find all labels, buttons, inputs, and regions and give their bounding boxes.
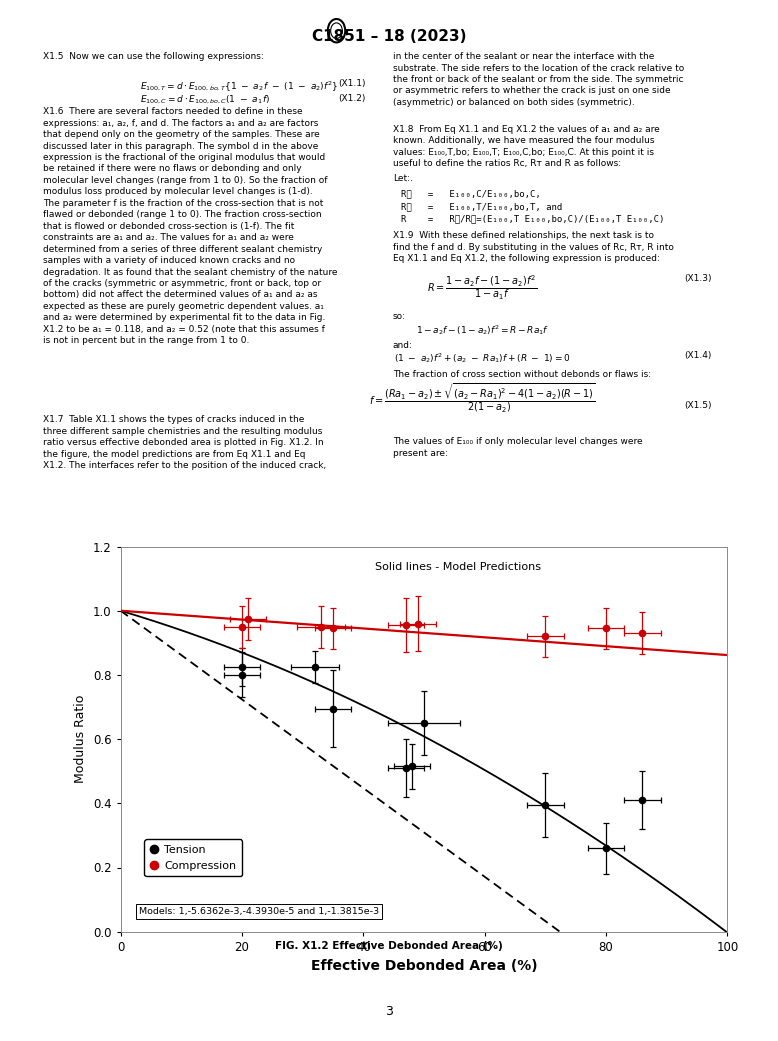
Text: (X1.4): (X1.4)	[685, 351, 712, 360]
Text: Let:.: Let:.	[393, 174, 413, 183]
Text: (X1.2): (X1.2)	[338, 94, 366, 103]
Text: C1851 – 18 (2023): C1851 – 18 (2023)	[312, 29, 466, 44]
Text: X1.7  Table X1.1 shows the types of cracks induced in the
three different sample: X1.7 Table X1.1 shows the types of crack…	[43, 415, 326, 471]
Text: The values of E₁₀₀ if only molecular level changes were
present are:: The values of E₁₀₀ if only molecular lev…	[393, 437, 643, 458]
Text: $E_{100,C} = d \cdot E_{100,bo,C}(1\ -\ a_1\,f)$: $E_{100,C} = d \cdot E_{100,bo,C}(1\ -\ …	[140, 94, 271, 106]
Text: FIG. X1.2 Effective Debonded Area (%): FIG. X1.2 Effective Debonded Area (%)	[275, 941, 503, 951]
Text: X1.5  Now we can use the following expressions:: X1.5 Now we can use the following expres…	[43, 52, 264, 61]
Text: $1 - a_2 f - (1 - a_2)f^2 = R - Ra_1 f$: $1 - a_2 f - (1 - a_2)f^2 = R - Ra_1 f$	[415, 323, 549, 336]
Text: Solid lines - Model Predictions: Solid lines - Model Predictions	[376, 562, 541, 572]
Text: Rᴄ   =   E₁₀₀,C/E₁₀₀,bo,C,
Rᴛ   =   E₁₀₀,T/E₁₀₀,bo,T, and
R    =   Rᴛ/Rᴄ=(E₁₀₀,T: Rᴄ = E₁₀₀,C/E₁₀₀,bo,C, Rᴛ = E₁₀₀,T/E₁₀₀,…	[401, 189, 664, 224]
Text: $f = \dfrac{(Ra_1 - a_2) \pm \sqrt{(a_2 - Ra_1)^2 - 4(1-a_2)(R-1)}}{2(1-a_2)}$: $f = \dfrac{(Ra_1 - a_2) \pm \sqrt{(a_2 …	[369, 382, 596, 415]
Text: X1.8  From Eq X1.1 and Eq X1.2 the values of a₁ and a₂ are
known. Additionally, : X1.8 From Eq X1.1 and Eq X1.2 the values…	[393, 125, 660, 169]
Text: so:: so:	[393, 312, 406, 322]
Text: X1.9  With these defined relationships, the next task is to
find the f and d. By: X1.9 With these defined relationships, t…	[393, 231, 674, 263]
Y-axis label: Modulus Ratio: Modulus Ratio	[74, 695, 87, 783]
Text: The fraction of cross section without debonds or flaws is:: The fraction of cross section without de…	[393, 370, 651, 379]
Text: in the center of the sealant or near the interface with the
substrate. The side : in the center of the sealant or near the…	[393, 52, 684, 107]
Text: and:: and:	[393, 341, 413, 351]
Legend: Tension, Compression: Tension, Compression	[145, 839, 242, 877]
Text: X1.6  There are several factors needed to define in these
expressions: a₁, a₂, f: X1.6 There are several factors needed to…	[43, 107, 338, 346]
Text: (X1.1): (X1.1)	[338, 79, 366, 88]
Text: (X1.3): (X1.3)	[685, 274, 712, 283]
Text: (X1.5): (X1.5)	[685, 401, 712, 410]
X-axis label: Effective Debonded Area (%): Effective Debonded Area (%)	[310, 959, 538, 973]
Text: 3: 3	[385, 1006, 393, 1018]
Text: $E_{100,T} = d \cdot E_{100,bo,T}\{1\ -\ a_2\,f\ -\ (1\ -\ a_2)f^2\}$: $E_{100,T} = d \cdot E_{100,bo,T}\{1\ -\…	[140, 79, 338, 93]
Text: Models: 1,-5.6362e-3,-4.3930e-5 and 1,-1.3815e-3: Models: 1,-5.6362e-3,-4.3930e-5 and 1,-1…	[138, 908, 379, 916]
Text: $(1\ -\ a_2)f^2 + (a_2\ -\ Ra_1)f + (R\ -\ 1) = 0$: $(1\ -\ a_2)f^2 + (a_2\ -\ Ra_1)f + (R\ …	[394, 351, 570, 364]
Text: $R = \dfrac{1 - a_2 f - (1 - a_2)f^2}{1 - a_1 f}$: $R = \dfrac{1 - a_2 f - (1 - a_2)f^2}{1 …	[427, 274, 538, 303]
